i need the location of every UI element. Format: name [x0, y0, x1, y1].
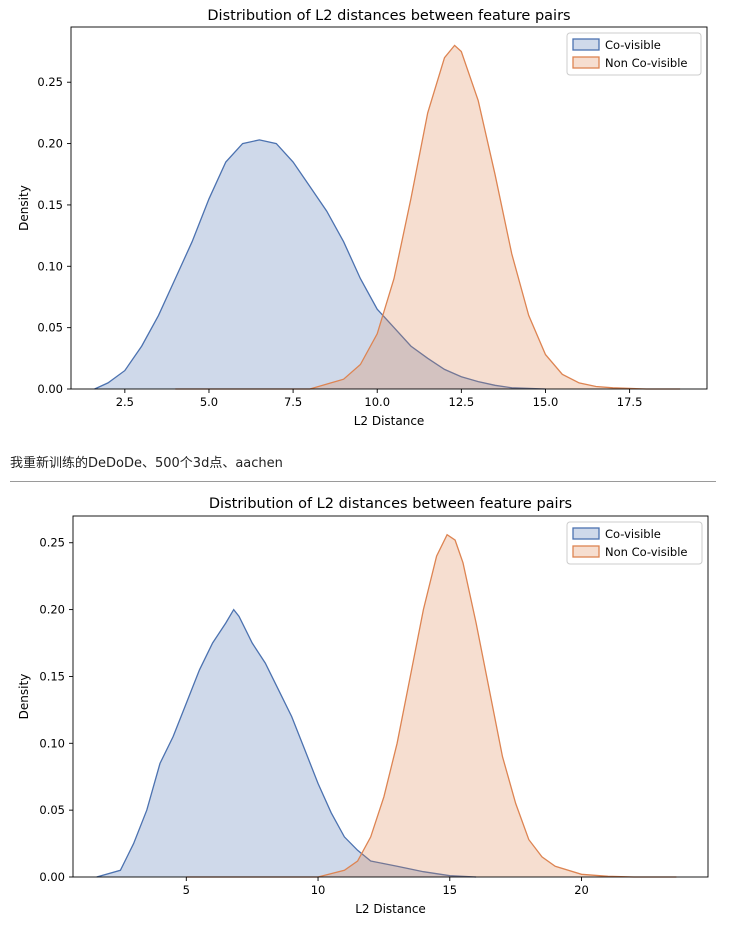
chart-title: Distribution of L2 distances between fea… — [209, 496, 572, 512]
legend-swatch-co-visible — [573, 528, 599, 539]
x-tick-label: 10 — [311, 883, 326, 897]
y-tick-label: 0.10 — [37, 259, 63, 273]
chart-1: Distribution of L2 distances between fea… — [0, 0, 732, 440]
legend-swatch-non-co-visible — [573, 57, 599, 68]
legend-label-non-co-visible: Non Co-visible — [605, 545, 687, 559]
y-axis-label: Density — [17, 674, 31, 720]
x-tick-label: 2.5 — [116, 395, 134, 409]
x-tick-label: 12.5 — [449, 395, 475, 409]
x-tick-label: 5 — [183, 883, 190, 897]
y-tick-label: 0.10 — [39, 736, 65, 750]
y-tick-label: 0.05 — [39, 803, 65, 817]
y-tick-label: 0.20 — [39, 603, 65, 617]
plot-area — [97, 535, 677, 877]
legend-swatch-non-co-visible — [573, 546, 599, 557]
x-axis-label: L2 Distance — [354, 414, 425, 428]
y-tick-label: 0.05 — [37, 321, 63, 335]
y-tick-label: 0.00 — [37, 382, 63, 396]
chart-2: Distribution of L2 distances between fea… — [0, 490, 732, 927]
legend-swatch-co-visible — [573, 39, 599, 50]
caption-text: 我重新训练的DeDoDe、500个3d点、aachen — [10, 452, 283, 471]
divider — [10, 481, 716, 482]
x-tick-label: 7.5 — [284, 395, 302, 409]
chart-title: Distribution of L2 distances between fea… — [207, 8, 570, 24]
y-tick-label: 0.25 — [37, 75, 63, 89]
x-tick-label: 15 — [442, 883, 457, 897]
y-tick-label: 0.20 — [37, 137, 63, 151]
legend-label-non-co-visible: Non Co-visible — [605, 56, 687, 70]
y-tick-label: 0.15 — [37, 198, 63, 212]
chart-1-svg: Distribution of L2 distances between fea… — [0, 0, 732, 440]
y-tick-label: 0.25 — [39, 536, 65, 550]
legend: Co-visible Non Co-visible — [567, 522, 702, 564]
y-axis-label: Density — [17, 185, 31, 231]
chart-2-svg: Distribution of L2 distances between fea… — [0, 490, 732, 927]
x-axis-label: L2 Distance — [355, 902, 426, 916]
y-tick-label: 0.15 — [39, 669, 65, 683]
x-tick-label: 15.0 — [533, 395, 559, 409]
legend-label-co-visible: Co-visible — [605, 38, 661, 52]
y-tick-label: 0.00 — [39, 870, 65, 884]
x-tick-label: 5.0 — [200, 395, 218, 409]
x-tick-label: 10.0 — [364, 395, 390, 409]
plot-area — [95, 45, 681, 389]
legend: Co-visible Non Co-visible — [567, 33, 701, 75]
x-tick-label: 20 — [574, 883, 589, 897]
x-tick-label: 17.5 — [617, 395, 643, 409]
legend-label-co-visible: Co-visible — [605, 527, 661, 541]
